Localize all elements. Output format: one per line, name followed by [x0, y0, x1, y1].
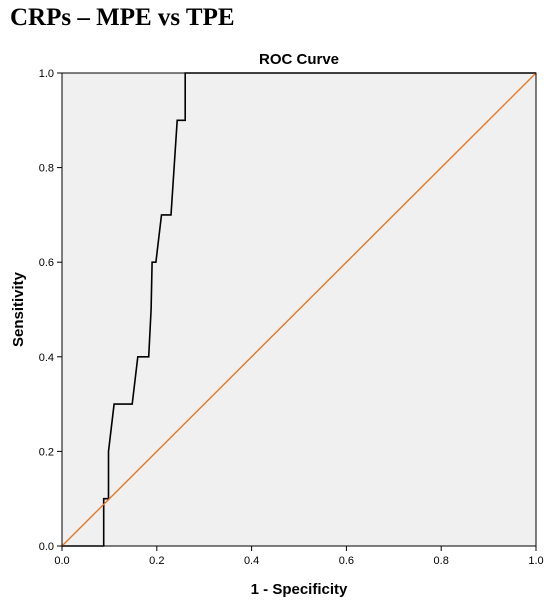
- plot-frame: [61, 72, 537, 547]
- roc-curve-line: [62, 72, 536, 547]
- series-layer: [61, 72, 537, 547]
- y-axis-label: Sensitivity: [10, 271, 27, 347]
- y-tick-label: 0.2: [39, 446, 54, 458]
- x-tick-label: 0.0: [54, 555, 69, 567]
- chart-title: ROC Curve: [259, 51, 339, 68]
- y-tick-label: 0.8: [39, 163, 54, 175]
- page-title: CRPs – MPE vs TPE: [10, 4, 235, 31]
- x-tick-label: 0.6: [339, 555, 354, 567]
- reference-diagonal-line: [61, 72, 537, 547]
- y-axis: 0.0 0.2 0.4 0.6 0.8 1.0: [39, 68, 62, 553]
- y-tick-label: 1.0: [39, 68, 54, 80]
- x-axis: 0.0 0.2 0.4 0.6 0.8 1.0: [54, 546, 544, 567]
- x-tick-label: 0.4: [244, 555, 259, 567]
- x-axis-label: 1 - Specificity: [251, 581, 348, 598]
- x-tick-label: 0.2: [149, 555, 164, 567]
- x-tick-label: 1.0: [528, 555, 543, 567]
- y-tick-label: 0.0: [39, 541, 54, 553]
- x-tick-label: 0.8: [434, 555, 449, 567]
- y-tick-label: 0.6: [39, 257, 54, 269]
- y-tick-label: 0.4: [39, 352, 54, 364]
